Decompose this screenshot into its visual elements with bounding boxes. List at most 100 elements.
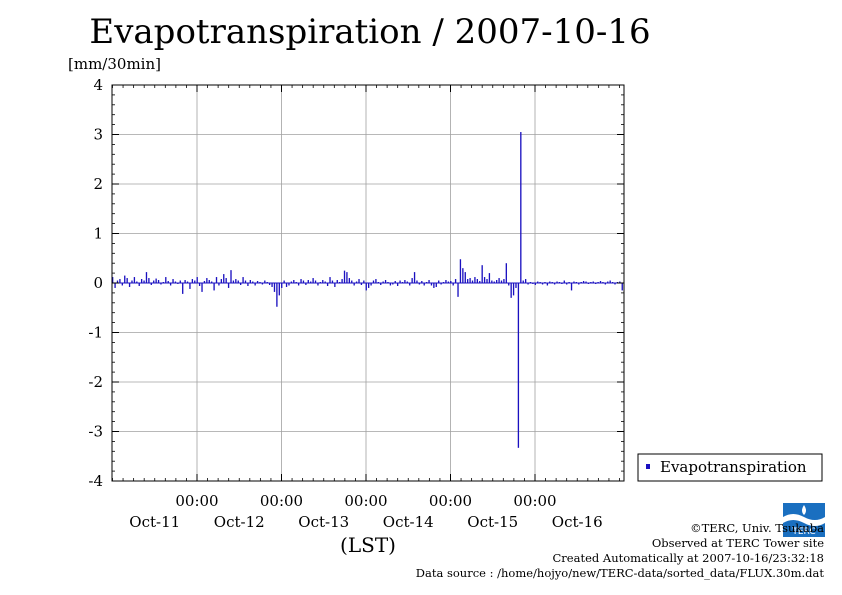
x-tick-labels: 00:00 00:00 00:00 00:00 00:00 Oct-11 Oct-12 Oct…	[129, 492, 602, 531]
evapotranspiration-bar	[387, 282, 389, 283]
evapotranspiration-bar	[124, 275, 126, 283]
evapotranspiration-bar	[532, 283, 534, 284]
evapotranspiration-bar	[368, 283, 370, 288]
x-tick-time-label: 00:00	[260, 492, 303, 510]
evapotranspiration-bar	[399, 280, 401, 283]
evapotranspiration-bar	[186, 281, 189, 283]
legend: Evapotranspiration	[637, 453, 823, 482]
evapotranspiration-bar	[416, 280, 418, 283]
evapotranspiration-bar	[582, 281, 585, 283]
evapotranspiration-bar	[486, 279, 488, 283]
evapotranspiration-bar	[433, 283, 435, 288]
evapotranspiration-bar	[563, 280, 565, 283]
evapotranspiration-bar	[259, 282, 261, 283]
evapotranspiration-bar	[500, 280, 503, 283]
evapotranspiration-bar	[604, 283, 607, 285]
legend-label: Evapotranspiration	[660, 458, 807, 476]
evapotranspiration-bar	[580, 282, 582, 283]
evapotranspiration-bar	[278, 283, 280, 296]
x-tick-date-label: Oct-12	[214, 513, 265, 531]
logo-text: TERC	[791, 527, 815, 537]
evapotranspiration-bar	[254, 283, 256, 286]
evapotranspiration-bar	[346, 272, 348, 283]
y-tick-label: -1	[88, 324, 103, 342]
y-tick-label: 3	[93, 126, 103, 144]
evapotranspiration-bar	[404, 280, 406, 283]
evapotranspiration-bar	[546, 283, 549, 286]
evapotranspiration-bar	[621, 283, 623, 291]
evapotranspiration-bar	[358, 279, 360, 283]
evapotranspiration-bar	[206, 278, 208, 283]
evapotranspiration-bar	[322, 280, 324, 283]
evapotranspiration-bar	[329, 277, 331, 283]
evapotranspiration-bar	[295, 282, 297, 283]
evapotranspiration-bar	[252, 281, 254, 283]
copyright-text: ©TERC, Univ. Tsukuba	[690, 521, 824, 535]
evapotranspiration-bar	[317, 283, 319, 286]
evapotranspiration-bar	[138, 283, 140, 286]
grid-lines	[112, 85, 624, 481]
evapotranspiration-bar	[457, 283, 459, 297]
evapotranspiration-bar	[355, 281, 358, 283]
y-tick-labels: 4 3 2 1 0 -1 -2 -3 -4	[88, 76, 103, 490]
axis-ticks	[112, 84, 624, 482]
evapotranspiration-bar	[264, 280, 266, 283]
evapotranspiration-bar	[169, 283, 172, 286]
evapotranspiration-bar	[300, 279, 302, 283]
evapotranspiration-bar	[375, 279, 377, 283]
evapotranspiration-bar	[488, 273, 491, 283]
evapotranspiration-bar	[271, 283, 273, 287]
evapotranspiration-bar	[570, 283, 573, 291]
evapotranspiration-bar	[160, 283, 162, 285]
evapotranspiration-bar	[602, 282, 604, 283]
footer-credits: ©TERC, Univ. Tsukuba Observed at TERC To…	[416, 521, 824, 581]
evapotranspiration-bar	[194, 280, 196, 283]
evapotranspiration-bar	[496, 280, 498, 283]
evapotranspiration-bar	[491, 280, 493, 283]
evapotranspiration-bar	[541, 283, 544, 285]
evapotranspiration-bar	[479, 281, 481, 283]
evapotranspiration-bar	[575, 282, 578, 283]
evapotranspiration-bar	[302, 280, 305, 283]
evapotranspiration-bar	[469, 278, 471, 283]
evapotranspiration-bar	[247, 283, 249, 286]
evapotranspiration-bar	[312, 278, 314, 283]
evapotranspiration-bar	[348, 278, 351, 283]
evapotranspiration-bar	[336, 280, 338, 283]
evapotranspiration-bar	[240, 283, 242, 285]
evapotranspiration-bar	[599, 281, 602, 283]
evapotranspiration-bar	[515, 283, 517, 288]
evapotranspiration-bar	[283, 280, 285, 283]
evapotranspiration-bar	[539, 282, 541, 283]
evapotranspiration-bar	[566, 283, 568, 285]
evapotranspiration-bar	[288, 283, 290, 286]
evapotranspiration-bar	[411, 278, 413, 283]
evapotranspiration-bar	[324, 281, 326, 283]
evapotranspiration-bar	[370, 283, 372, 286]
evapotranspiration-bar	[619, 281, 621, 283]
evapotranspiration-bar	[242, 277, 244, 283]
evapotranspiration-bar	[467, 279, 469, 283]
evapotranspiration-bar	[182, 283, 184, 294]
evapotranspiration-bar	[537, 281, 539, 283]
evapotranspiration-bar	[227, 283, 230, 288]
evapotranspiration-bar	[380, 283, 382, 285]
evapotranspiration-bar	[148, 278, 150, 283]
evapotranspiration-series	[112, 132, 623, 448]
evapotranspiration-bar	[450, 281, 452, 283]
x-tick-time-label: 00:00	[429, 492, 472, 510]
evapotranspiration-bar	[114, 283, 116, 288]
evapotranspiration-bar	[314, 280, 317, 283]
evapotranspiration-bar	[215, 277, 218, 283]
evapotranspiration-bar	[145, 272, 148, 283]
evapotranspiration-bar	[184, 280, 186, 283]
evapotranspiration-bar	[377, 282, 379, 283]
evapotranspiration-bar	[549, 281, 551, 283]
evapotranspiration-bar	[464, 272, 466, 283]
evapotranspiration-bar	[401, 282, 404, 283]
evapotranspiration-bar	[510, 283, 512, 298]
y-tick-label: 0	[93, 274, 103, 292]
evapotranspiration-bar	[512, 283, 515, 296]
evapotranspiration-bar	[363, 280, 365, 283]
